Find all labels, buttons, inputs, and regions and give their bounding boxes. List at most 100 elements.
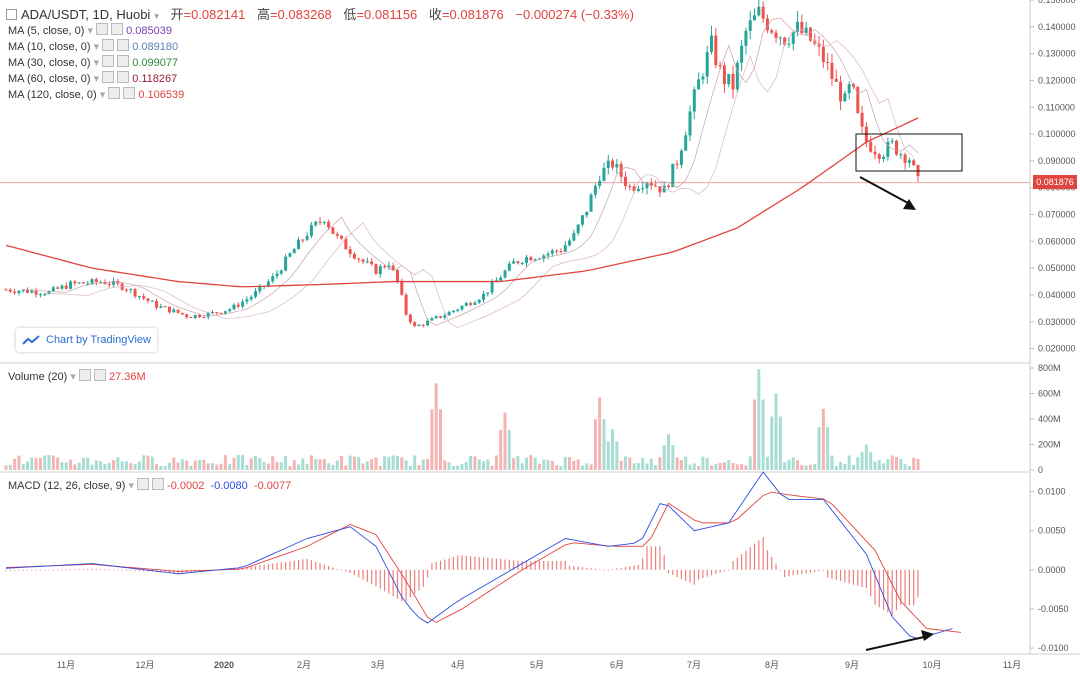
close-icon[interactable] — [117, 71, 130, 83]
candle — [890, 140, 894, 142]
candle — [490, 282, 494, 293]
chevron-down-icon[interactable]: ▾ — [93, 41, 100, 53]
settings-icon[interactable] — [136, 478, 149, 490]
macd-histogram-bar — [349, 569, 351, 574]
volume-bar — [99, 461, 103, 470]
macd-histogram-bar — [900, 569, 902, 605]
tradingview-watermark[interactable]: Chart by TradingView — [16, 328, 157, 352]
volume-bar — [438, 409, 442, 470]
close-icon[interactable] — [117, 55, 130, 67]
macd-histogram-bar — [263, 564, 265, 570]
collapse-icon[interactable] — [6, 9, 17, 20]
macd-tick-label: -0.0100 — [1038, 643, 1069, 653]
macd-histogram-bar — [87, 568, 89, 570]
volume-bar — [426, 458, 430, 470]
candle — [51, 287, 55, 292]
macd-histogram-bar — [138, 569, 140, 572]
close-icon[interactable] — [117, 39, 130, 51]
macd-histogram-bar — [616, 568, 618, 570]
volume-bar — [30, 457, 34, 470]
volume-bar — [727, 460, 731, 470]
ma5-legend[interactable]: MA (5, close, 0) ▾ 0.085039 — [8, 23, 172, 39]
ma60-legend[interactable]: MA (60, close, 0) ▾ 0.118267 — [8, 71, 177, 87]
volume-bar — [753, 399, 757, 470]
settings-icon[interactable] — [78, 369, 91, 381]
volume-bar — [886, 458, 890, 470]
settings-icon[interactable] — [102, 55, 115, 67]
candle — [473, 302, 477, 305]
chevron-down-icon[interactable]: ▾ — [93, 73, 100, 85]
macd-histogram-bar — [672, 569, 674, 576]
macd-legend[interactable]: MACD (12, 26, close, 9) ▾ -0.0002 -0.008… — [8, 478, 291, 494]
volume-bar — [292, 459, 296, 470]
settings-icon[interactable] — [108, 87, 121, 99]
candle — [297, 239, 301, 250]
volume-tick-label: 200M — [1038, 440, 1061, 450]
macd-histogram-bar — [667, 569, 670, 574]
time-tick-label: 2月 — [297, 660, 311, 670]
volume-bar — [331, 464, 335, 470]
ma10-legend[interactable]: MA (10, close, 0) ▾ 0.089180 — [8, 39, 178, 55]
close-icon[interactable] — [111, 23, 124, 35]
low-value: =0.081156 — [356, 7, 418, 22]
candle — [451, 310, 455, 313]
volume-legend[interactable]: Volume (20) ▾ 27.36M — [8, 369, 146, 385]
close-icon[interactable] — [123, 87, 136, 99]
candle — [167, 306, 171, 313]
up-arrow-head — [921, 630, 934, 641]
macd-histogram-bar — [444, 559, 446, 570]
macd-histogram-bar — [831, 569, 833, 579]
chevron-down-icon[interactable]: ▾ — [87, 25, 94, 37]
macd-histogram-bar — [573, 565, 575, 570]
chevron-down-icon[interactable]: ▾ — [99, 89, 106, 101]
close-icon[interactable] — [151, 478, 164, 490]
price-tick-label: 0.090000 — [1038, 156, 1076, 166]
macd-histogram-bar — [624, 566, 627, 570]
candle — [232, 304, 236, 310]
volume-bar — [26, 461, 30, 470]
settings-icon[interactable] — [102, 39, 115, 51]
ma30-label: MA (30, close, 0) — [8, 57, 91, 69]
candle — [499, 277, 503, 281]
volume-bar — [654, 464, 658, 470]
volume-bar — [546, 459, 550, 470]
volume-bar — [185, 460, 189, 470]
macd-histogram-bar — [706, 569, 708, 577]
macd-histogram-bar — [414, 569, 416, 594]
candle — [202, 317, 206, 319]
volume-bar — [572, 460, 576, 470]
ma30-legend[interactable]: MA (30, close, 0) ▾ 0.099077 — [8, 55, 178, 71]
candle — [348, 249, 352, 254]
macd-histogram-bar — [827, 569, 829, 578]
volume-bar — [598, 397, 602, 470]
chevron-down-icon[interactable]: ▾ — [70, 371, 76, 383]
macd-histogram-bar — [401, 569, 403, 602]
volume-bar — [103, 464, 107, 470]
settings-icon[interactable] — [102, 71, 115, 83]
macd-histogram-bar — [577, 566, 579, 570]
chevron-down-icon[interactable]: ▾ — [128, 480, 134, 492]
ma120-legend[interactable]: MA (120, close, 0) ▾ 0.106539 — [8, 87, 184, 103]
ma60-label: MA (60, close, 0) — [8, 73, 91, 85]
macd-histogram-bar — [452, 556, 454, 570]
candle — [456, 309, 460, 311]
volume-bar — [223, 455, 227, 470]
candle — [611, 160, 615, 168]
macd-histogram-bar — [35, 569, 37, 571]
close-icon[interactable] — [93, 369, 106, 381]
candle — [395, 269, 399, 281]
candle — [882, 156, 886, 159]
volume-bar — [464, 461, 468, 470]
candle — [271, 276, 275, 282]
candle — [727, 73, 731, 85]
chevron-down-icon[interactable]: ▾ — [93, 57, 100, 69]
settings-icon[interactable] — [96, 23, 109, 35]
chevron-down-icon[interactable]: ▾ — [154, 11, 159, 21]
volume-tick-label: 0 — [1038, 465, 1043, 475]
macd-histogram-bar — [865, 569, 867, 589]
volume-bar — [155, 464, 159, 470]
volume-bar — [774, 393, 778, 470]
macd-histogram-bar — [491, 558, 493, 570]
macd-histogram-bar — [396, 569, 399, 599]
macd-histogram-bar — [495, 558, 498, 570]
